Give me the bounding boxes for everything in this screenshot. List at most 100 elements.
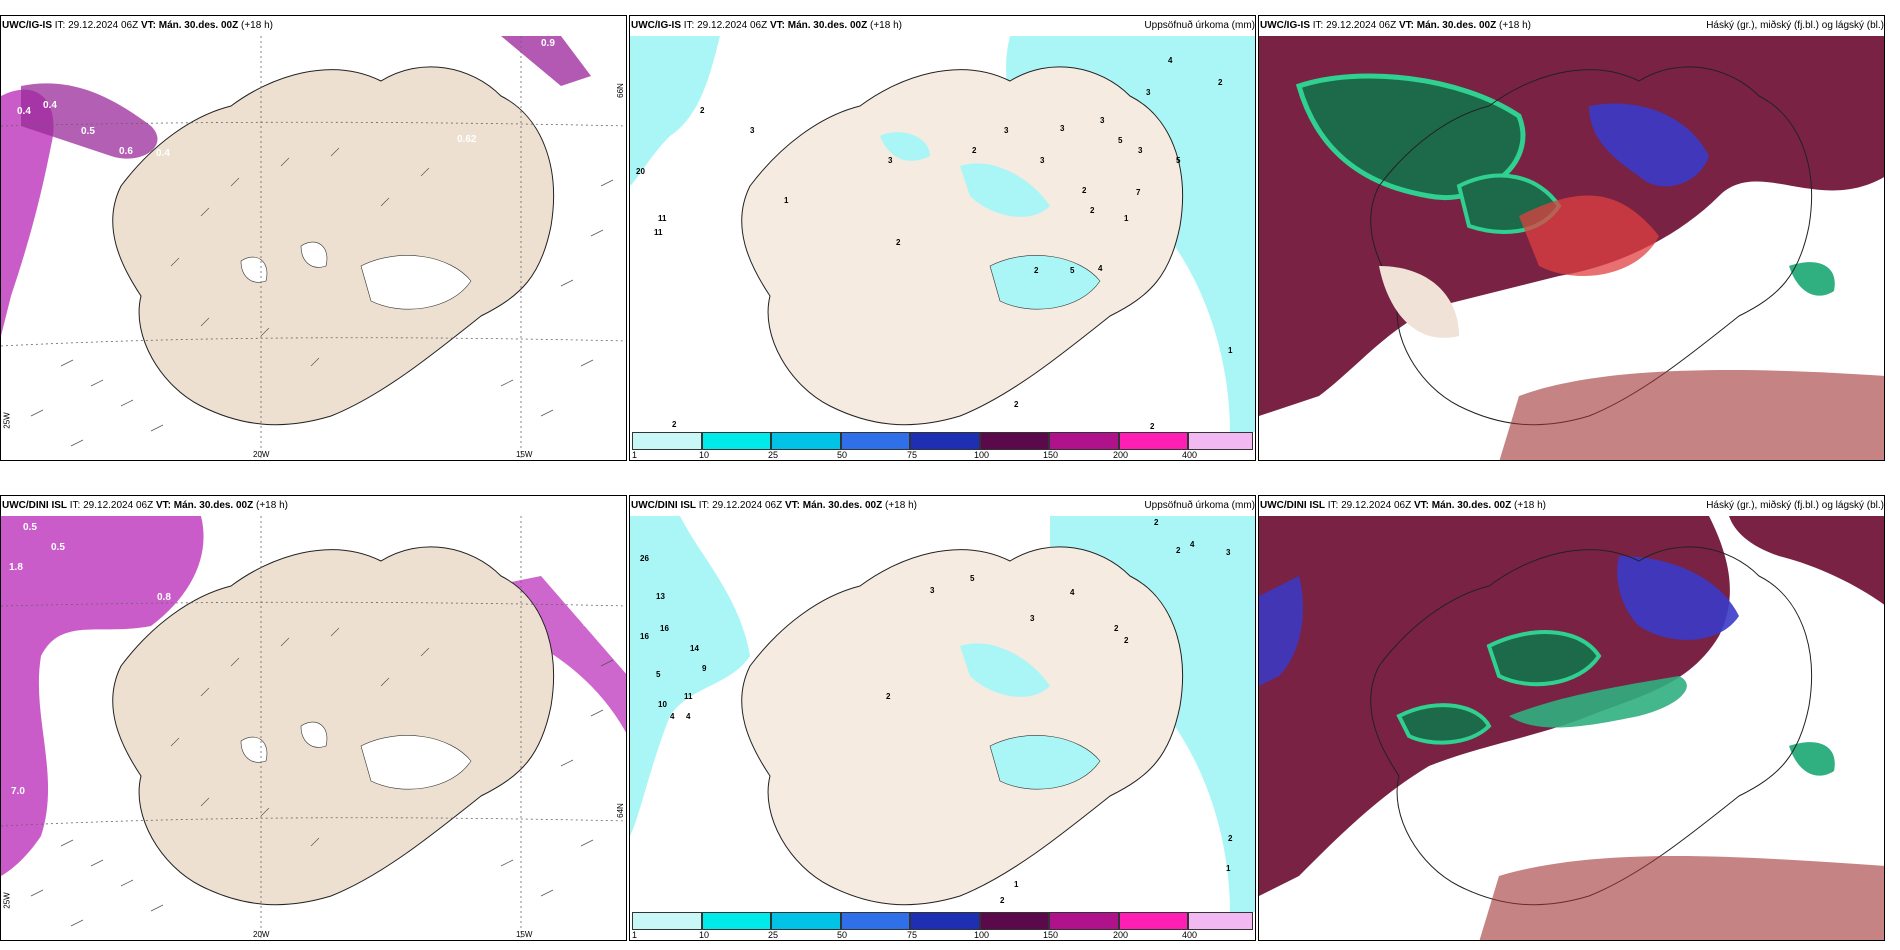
panel-clouds-dini: UWC/DINI ISL IT: 29.12.2024 06Z VT: Mán.… [1258,495,1885,941]
init-time: IT: 29.12.2024 06Z [683,20,768,31]
valid-time: VT: Mán. 30.des. 00Z [769,20,868,31]
colorbar-label: 10 [699,930,710,940]
colorbar-label: 25 [768,450,779,460]
model-name: UWC/DINI ISL [631,500,696,511]
field-title: Háský (gr.), miðský (fj.bl.) og lágský (… [1706,20,1884,31]
precip-value: 1 [1228,346,1233,355]
lead-time: (+18 h) [870,20,902,31]
lat-label-25w: 25W [2,412,12,429]
colorbar-segment [841,432,910,450]
precip-value: 3 [1146,88,1151,97]
lat-label-66n: 66N [615,83,625,98]
precip-value: 13 [656,592,665,601]
colorbar-segment [910,912,980,930]
lon-label-15w: 15W [516,930,533,939]
colorbar-label: 50 [837,930,848,940]
wind-value: 4.5 [73,646,87,657]
precip-value: 3 [1030,614,1035,623]
colorbar-segment [702,912,771,930]
colorbar-label: 200 [1113,930,1129,940]
init-time: IT: 29.12.2024 06Z [1327,500,1412,511]
lon-label-20w: 20W [253,930,270,939]
model-name: UWC/DINI ISL [1260,500,1325,511]
precip-value: 4 [1168,56,1173,65]
precip-value: 5 [970,574,975,583]
precip-value: 2 [1000,896,1005,905]
wind-map [1,36,626,460]
panel-title: UWC/DINI ISL IT: 29.12.2024 06Z VT: Mán.… [1259,496,1884,516]
panel-wind-igis: UWC/IG-IS IT: 29.12.2024 06Z VT: Mán. 30… [0,15,627,461]
precip-value: 2 [1034,266,1039,275]
precip-value: 4 [1070,588,1075,597]
lead-time: (+18 h) [256,500,288,511]
wind-value: 7.1 [33,226,47,237]
precip-value: 7 [1136,188,1141,197]
precip-value: 1 [1014,880,1019,889]
precip-value: 3 [1138,146,1143,155]
colorbar-segment [1049,432,1119,450]
wind-value: 6.1 [51,708,65,719]
precip-value: 2 [1218,78,1223,87]
precip-value: 5 [1118,136,1123,145]
colorbar-label: 1 [632,450,638,460]
precip-value: 1 [1226,864,1231,873]
precip-value: 3 [1004,126,1009,135]
colorbar-label: 25 [768,930,779,940]
precip-value: 4 [1098,264,1103,273]
precip-map [630,36,1255,434]
precip-value: 11 [658,214,667,223]
colorbar-segment [771,432,841,450]
colorbar-label: 400 [1182,450,1198,460]
valid-time: VT: Mán. 30.des. 00Z [784,500,883,511]
wind-value: 0.9 [541,38,555,49]
panel-wind-dini: UWC/DINI ISL IT: 29.12.2024 06Z VT: Mán.… [0,495,627,941]
panel-title: UWC/IG-IS IT: 29.12.2024 06Z VT: Mán. 30… [630,16,1255,36]
precip-value: 14 [690,644,699,653]
lead-time: (+18 h) [1499,20,1531,31]
precip-colorbar: 1 10 25 50 75 100 150 200 400 [630,912,1255,940]
wind-value: 0.5 [81,126,95,137]
precip-value: 5 [1176,156,1181,165]
precip-value: 2 [1014,400,1019,409]
precip-value: 3 [750,126,755,135]
init-time: IT: 29.12.2024 06Z [1312,20,1397,31]
precip-value: 1 [784,196,789,205]
valid-time: VT: Mán. 30.des. 00Z [1398,20,1497,31]
precip-value: 2 [1150,422,1155,431]
wind-value: 2.9 [51,732,65,743]
precip-value: 3 [930,586,935,595]
wind-value: 0.5 [521,526,535,537]
colorbar-segment [632,432,702,450]
panel-title: UWC/DINI ISL IT: 29.12.2024 06Z VT: Mán.… [1,496,626,516]
panel-title: UWC/DINI ISL IT: 29.12.2024 06Z VT: Mán.… [630,496,1255,516]
lat-label-64n: 64N [615,803,625,818]
colorbar-label: 150 [1043,930,1059,940]
precip-value: 3 [1100,116,1105,125]
wind-value: 1.0 [583,618,597,629]
wind-value: 0.4 [17,106,31,117]
precip-value: 2 [972,146,977,155]
lat-label-25w: 25W [2,892,12,909]
colorbar-segment [1119,912,1188,930]
precip-colorbar: 1 10 25 50 75 100 150 200 400 [630,432,1255,460]
precip-value: 2 [1176,546,1181,555]
wind-value: 0.5 [39,62,53,73]
precip-value: 16 [660,624,669,633]
precip-value: 1 [1124,214,1129,223]
precip-value: 2 [896,238,901,247]
colorbar-label: 75 [907,930,918,940]
colorbar-segment [980,432,1049,450]
colorbar-segment [841,912,910,930]
valid-time: VT: Mán. 30.des. 00Z [155,500,254,511]
lead-time: (+18 h) [885,500,917,511]
colorbar-label: 50 [837,450,848,460]
valid-time: VT: Mán. 30.des. 00Z [140,20,239,31]
wind-value: 0.5 [51,542,65,553]
wind-value: 1.8 [9,562,23,573]
precip-map [630,516,1255,914]
precip-value: 3 [1226,548,1231,557]
field-title: Uppsöfnuð úrkoma (mm) [1144,500,1255,511]
precip-value: 3 [888,156,893,165]
wind-value: 6.4 [69,672,83,683]
precip-value: 16 [640,632,649,641]
